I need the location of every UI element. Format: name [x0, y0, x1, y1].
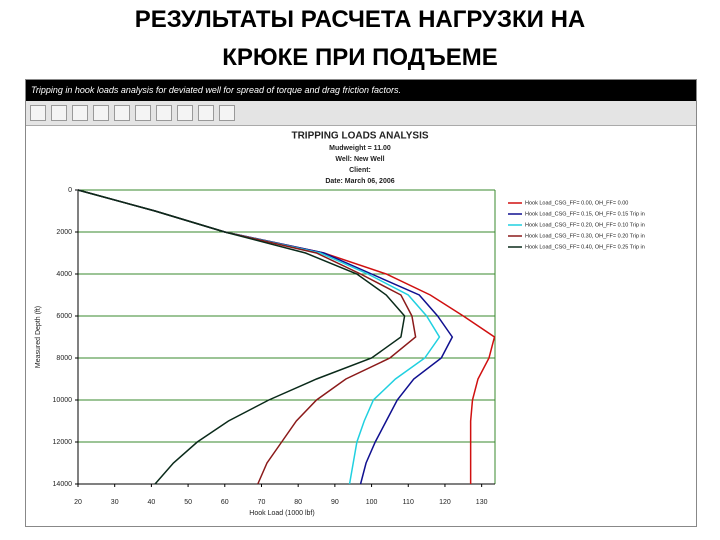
x-tick-label: 120 — [439, 499, 451, 506]
chart-subtitle: Mudweight = 11.00 — [329, 145, 391, 152]
series-line — [77, 189, 454, 485]
tool-button[interactable] — [114, 105, 130, 121]
tool-button[interactable] — [135, 105, 151, 121]
chart-subtitle: Date: March 06, 2006 — [325, 178, 394, 185]
toolbar — [26, 101, 696, 126]
x-tick-label: 90 — [331, 499, 339, 506]
tool-button[interactable] — [156, 105, 172, 121]
app-window: Tripping in hook loads analysis for devi… — [25, 79, 697, 527]
y-tick-label: 10000 — [53, 397, 73, 404]
legend-label: Hook Load_CSG_FF= 0.20, OH_FF= 0.10 Trip… — [525, 222, 645, 228]
y-tick-label: 2000 — [56, 229, 72, 236]
x-tick-label: 40 — [147, 499, 155, 506]
y-tick-label: 0 — [68, 187, 72, 194]
series-line — [77, 189, 441, 485]
chart-title: TRIPPING LOADS ANALYSIS — [291, 131, 428, 142]
x-tick-label: 110 — [403, 499, 414, 506]
legend-label: Hook Load_CSG_FF= 0.30, OH_FF= 0.20 Trip… — [525, 233, 645, 239]
x-tick-label: 30 — [111, 499, 119, 506]
series-line — [77, 189, 406, 485]
x-tick-label: 130 — [476, 499, 488, 506]
legend-label: Hook Load_CSG_FF= 0.00, OH_FF= 0.00 — [525, 200, 628, 206]
tool-button[interactable] — [93, 105, 109, 121]
y-tick-label: 8000 — [56, 355, 72, 362]
y-tick-label: 14000 — [53, 481, 73, 488]
series-line — [77, 189, 417, 485]
legend-label: Hook Load_CSG_FF= 0.40, OH_FF= 0.25 Trip… — [525, 244, 645, 250]
y-tick-label: 6000 — [56, 313, 72, 320]
y-tick-label: 12000 — [53, 439, 73, 446]
x-tick-label: 70 — [258, 499, 266, 506]
slide-title: КРЮКЕ ПРИ ПОДЪЕМЕ — [222, 44, 498, 71]
window-title: Tripping in hook loads analysis for devi… — [26, 80, 696, 101]
y-tick-label: 4000 — [56, 271, 72, 278]
tool-button[interactable] — [30, 105, 46, 121]
chart-subtitle: Well: New Well — [335, 156, 384, 163]
x-tick-label: 20 — [74, 499, 82, 506]
x-axis-label: Hook Load (1000 lbf) — [249, 510, 314, 517]
x-tick-label: 80 — [294, 499, 302, 506]
series-line — [77, 189, 496, 484]
x-tick-label: 50 — [184, 499, 192, 506]
x-tick-label: 100 — [366, 499, 378, 506]
tool-button[interactable] — [177, 105, 193, 121]
tool-button[interactable] — [72, 105, 88, 121]
legend-label: Hook Load_CSG_FF= 0.15, OH_FF= 0.15 Trip… — [525, 211, 645, 217]
tool-button[interactable] — [51, 105, 67, 121]
x-tick-label: 60 — [221, 499, 229, 506]
chart-subtitle: Client: — [349, 167, 371, 174]
tool-button[interactable] — [198, 105, 214, 121]
slide-title: РЕЗУЛЬТАТЫ РАСЧЕТА НАГРУЗКИ НА — [134, 6, 586, 33]
tool-button[interactable] — [219, 105, 235, 121]
y-axis-label: Measured Depth (ft) — [35, 306, 42, 368]
